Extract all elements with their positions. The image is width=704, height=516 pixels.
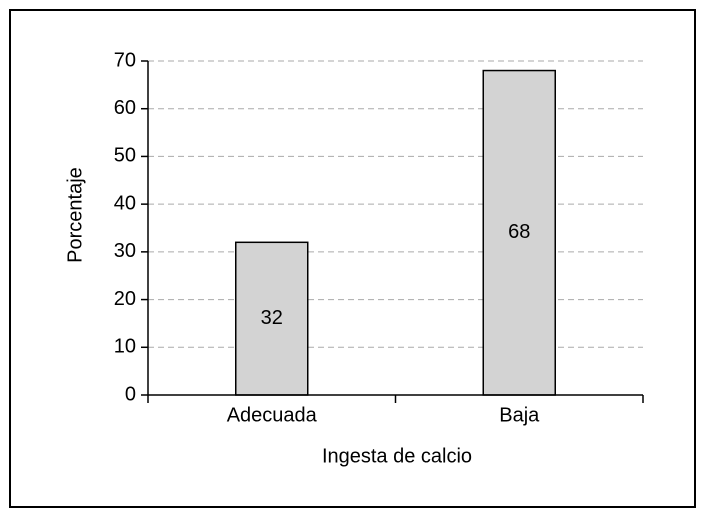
y-tick-label: 10 xyxy=(114,336,136,358)
y-tick-label: 30 xyxy=(114,240,136,262)
data-label: 68 xyxy=(508,221,530,243)
y-tick-label: 20 xyxy=(114,288,136,310)
x-tick-label: Baja xyxy=(499,404,540,426)
y-tick-label: 60 xyxy=(114,97,136,119)
bar xyxy=(482,69,556,396)
y-tick-label: 70 xyxy=(114,49,136,71)
y-tick-label: 40 xyxy=(114,192,136,214)
y-tick-label: 0 xyxy=(125,383,136,405)
y-axis-label: Porcentaje xyxy=(64,167,86,263)
x-tick-label: Adecuada xyxy=(227,404,318,426)
x-axis-label: Ingesta de calcio xyxy=(322,445,472,467)
frame xyxy=(9,9,696,508)
data-label: 32 xyxy=(261,307,283,329)
y-tick-label: 50 xyxy=(114,145,136,167)
bar xyxy=(235,241,309,396)
